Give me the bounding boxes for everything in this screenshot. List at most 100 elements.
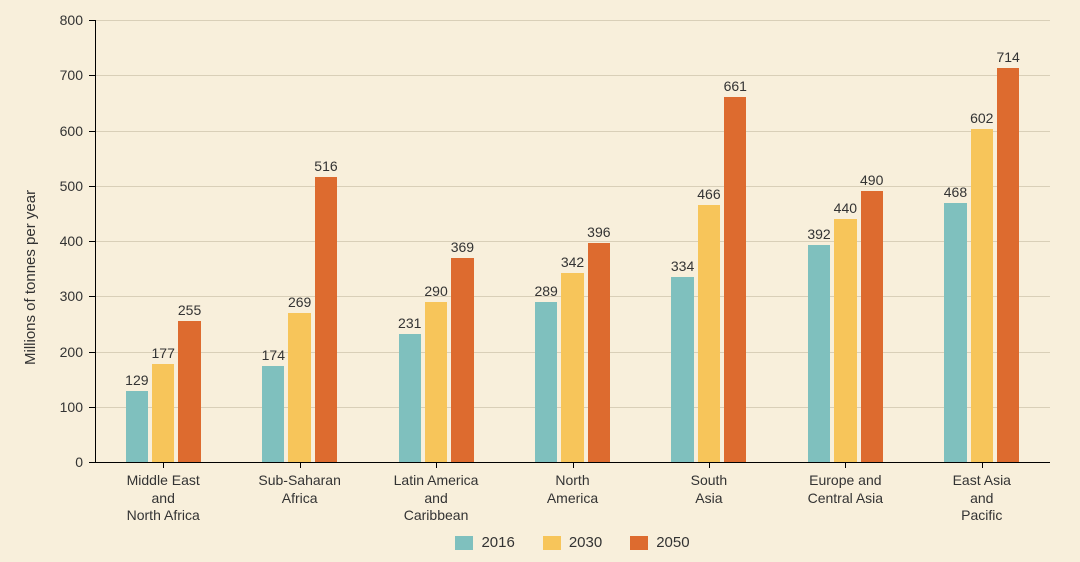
x-category-label-line: North <box>508 472 638 490</box>
legend-label: 2016 <box>481 534 514 551</box>
x-category-label: Europe andCentral Asia <box>781 472 911 507</box>
x-category-label-line: Latin America <box>371 472 501 490</box>
bar <box>561 273 583 462</box>
bar <box>671 277 693 462</box>
bar-value-label: 392 <box>807 226 830 242</box>
bar-value-label: 516 <box>314 158 337 174</box>
x-category-label-line: Middle East <box>98 472 228 490</box>
bar-value-label: 440 <box>834 200 857 216</box>
bar <box>724 97 746 462</box>
bar-value-label: 342 <box>561 254 584 270</box>
bar <box>262 366 284 462</box>
grid-line <box>95 241 1050 242</box>
x-category-label: East AsiaandPacific <box>917 472 1047 525</box>
y-axis-line <box>95 20 96 462</box>
y-axis-title: Millions of tonnes per year <box>22 190 39 365</box>
bar <box>315 177 337 462</box>
bar-value-label: 129 <box>125 372 148 388</box>
x-category-label-line: and <box>371 490 501 508</box>
grid-line <box>95 20 1050 21</box>
grid-line <box>95 131 1050 132</box>
bar-value-label: 289 <box>534 283 557 299</box>
plot-area: 129177 255 174 269 516 231290 369 289342396 334 4… <box>95 20 1050 462</box>
y-tick-label: 200 <box>0 344 83 360</box>
y-tick-label: 600 <box>0 123 83 139</box>
bar <box>861 191 883 462</box>
x-category-label-line: Africa <box>235 490 365 508</box>
y-tick-label: 800 <box>0 12 83 28</box>
legend-item: 2016 <box>455 534 514 551</box>
x-category-label-line: Central Asia <box>781 490 911 508</box>
x-tick-mark <box>300 462 301 468</box>
legend-item: 2030 <box>543 534 602 551</box>
grid-line <box>95 75 1050 76</box>
x-tick-mark <box>163 462 164 468</box>
bar-value-label: 177 <box>152 345 175 361</box>
bar <box>944 203 966 462</box>
bar <box>152 364 174 462</box>
bar <box>997 68 1019 462</box>
bar-value-label: 231 <box>398 315 421 331</box>
x-category-label-line: Pacific <box>917 507 1047 525</box>
y-tick-label: 700 <box>0 67 83 83</box>
x-category-label-line: and <box>917 490 1047 508</box>
bar <box>451 258 473 462</box>
bar-value-label: 255 <box>178 302 201 318</box>
x-category-label-line: and <box>98 490 228 508</box>
x-tick-mark <box>436 462 437 468</box>
x-category-label-line: Caribbean <box>371 507 501 525</box>
bar <box>834 219 856 462</box>
bar-value-label: 490 <box>860 172 883 188</box>
legend-swatch <box>630 536 648 550</box>
bar <box>288 313 310 462</box>
x-category-label: Latin AmericaandCaribbean <box>371 472 501 525</box>
bar <box>698 205 720 462</box>
legend: 2016 2030 2050 <box>95 534 1050 551</box>
bar-value-label: 369 <box>451 239 474 255</box>
x-category-label: Middle EastandNorth Africa <box>98 472 228 525</box>
bar-value-label: 174 <box>262 347 285 363</box>
y-tick-label: 100 <box>0 399 83 415</box>
legend-item: 2050 <box>630 534 689 551</box>
y-tick-label: 500 <box>0 178 83 194</box>
waste-projection-chart: 129177 255 174 269 516 231290 369 289342396 334 4… <box>0 0 1080 562</box>
bar-value-label: 269 <box>288 294 311 310</box>
legend-label: 2030 <box>569 534 602 551</box>
x-category-label: NorthAmerica <box>508 472 638 507</box>
x-category-label-line: East Asia <box>917 472 1047 490</box>
y-tick-label: 400 <box>0 233 83 249</box>
bar <box>126 391 148 462</box>
x-category-label: SouthAsia <box>644 472 774 507</box>
x-tick-mark <box>845 462 846 468</box>
bar-value-label: 396 <box>587 224 610 240</box>
bar <box>178 321 200 462</box>
y-tick-label: 300 <box>0 288 83 304</box>
grid-line <box>95 186 1050 187</box>
x-category-label-line: Europe and <box>781 472 911 490</box>
bar <box>808 245 830 462</box>
legend-swatch <box>455 536 473 550</box>
x-category-label: Sub-SaharanAfrica <box>235 472 365 507</box>
bar <box>588 243 610 462</box>
x-tick-mark <box>709 462 710 468</box>
bar-value-label: 334 <box>671 258 694 274</box>
x-category-label-line: Asia <box>644 490 774 508</box>
bar <box>535 302 557 462</box>
legend-swatch <box>543 536 561 550</box>
y-tick-label: 0 <box>0 454 83 470</box>
x-tick-mark <box>982 462 983 468</box>
x-category-label-line: Sub-Saharan <box>235 472 365 490</box>
bar-value-label: 714 <box>996 49 1019 65</box>
bar-value-label: 290 <box>424 283 447 299</box>
bar <box>971 129 993 462</box>
bar-value-label: 468 <box>944 184 967 200</box>
x-tick-mark <box>573 462 574 468</box>
bar-value-label: 661 <box>724 78 747 94</box>
bar <box>425 302 447 462</box>
bar-value-label: 602 <box>970 110 993 126</box>
x-category-label-line: South <box>644 472 774 490</box>
bar-value-label: 466 <box>697 186 720 202</box>
x-category-label-line: America <box>508 490 638 508</box>
legend-label: 2050 <box>656 534 689 551</box>
bar <box>399 334 421 462</box>
